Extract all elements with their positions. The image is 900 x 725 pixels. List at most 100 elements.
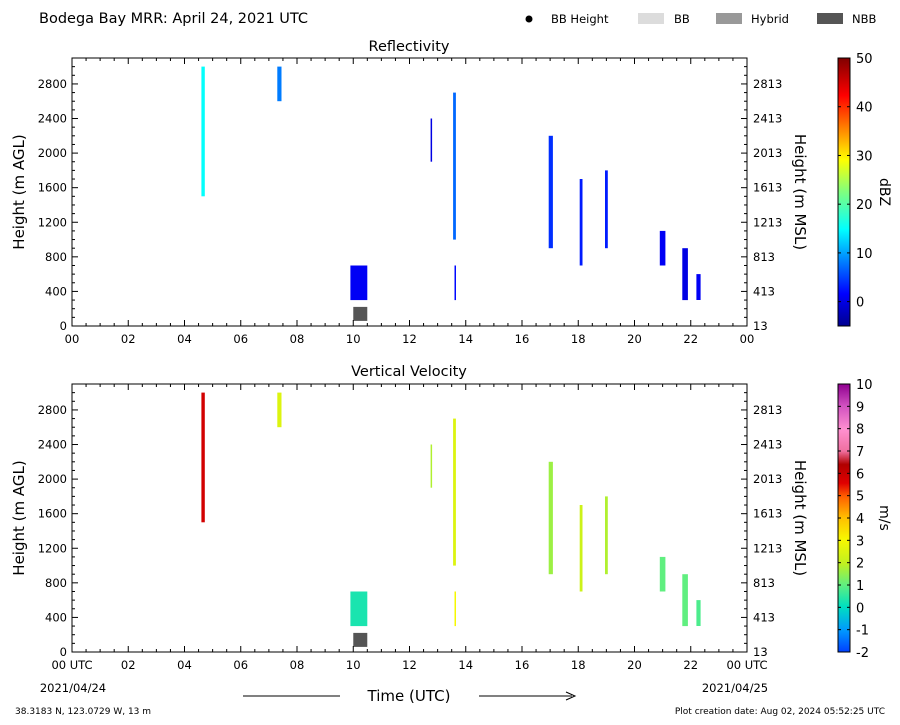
echo-cell [277,392,282,428]
x-tick-label: 10 [346,658,361,672]
y-tick-label: 2800 [38,77,67,91]
y-tick-label-right: 2413 [753,438,782,452]
y-tick-label: 2000 [38,472,67,486]
legend-bb-height: BB Height [551,12,609,26]
echo-cell [454,591,456,627]
x-tick-label: 00 UTC [726,658,767,672]
x-tick-label: 06 [233,658,248,672]
y-tick-label-right: 2413 [753,112,782,126]
y-tick-label: 1600 [38,507,67,521]
echo-cell [659,230,666,266]
x-tick-label: 08 [290,658,305,672]
y-tick-label: 800 [45,576,67,590]
y-tick-label: 1200 [38,215,67,229]
legend-hybrid: Hybrid [751,12,789,26]
y-tick-label-right: 813 [753,576,775,590]
y-tick-label: 2400 [38,112,67,126]
echo-cell [548,461,553,575]
x-axis-label: Time (UTC) [367,687,451,705]
echo-cell [430,118,433,162]
nbb-marker [353,306,368,321]
echo-cell [579,179,583,266]
y-tick-label-right: 813 [753,250,775,264]
legend-nbb: NBB [852,12,876,26]
x-tick-label: 00 [65,332,80,346]
colorbar-tick-label: -2 [856,646,869,661]
x-tick-label: 04 [177,332,192,346]
end-date-label: 2021/04/25 [702,681,768,695]
y-tick-label: 400 [45,284,67,298]
echo-cell [659,556,666,592]
colorbar-tick-label: 1 [856,579,864,594]
y-tick-label-right: 2013 [753,472,782,486]
nbb-marker [353,632,368,647]
y-tick-label-right: 1613 [753,507,782,521]
y-tick-label: 800 [45,250,67,264]
echo-cell [454,265,456,301]
legend-hybrid-swatch [716,13,742,24]
y-tick-label-right: 2813 [753,77,782,91]
echo-cell [277,66,282,102]
y-tick-label: 0 [60,645,67,659]
reflectivity-colorbar-gradient [837,57,851,327]
x-tick-label: 14 [458,332,473,346]
reflectivity-colorbar: 0 10 20 30 40 50 dBZ [837,52,892,327]
y-tick-label-right: 1613 [753,181,782,195]
colorbar-tick-label: 3 [856,534,864,549]
x-tick-label: 02 [121,658,136,672]
x-tick-label: 08 [290,332,305,346]
echo-cell [350,265,368,301]
echo-cell [430,444,433,488]
x-tick-label: 22 [683,332,698,346]
x-tick-label: 18 [571,658,586,672]
echo-cell [201,392,205,523]
x-tick-label: 12 [402,332,417,346]
x-tick-label: 16 [515,332,530,346]
echo-cell [605,496,608,575]
echo-cell [453,418,456,566]
y-tick-label: 2000 [38,146,67,160]
creation-footer: Plot creation date: Aug 02, 2024 05:52:2… [675,707,885,717]
colorbar-tick-label: -1 [856,624,869,639]
y-tick-label-right: 1213 [753,215,782,229]
x-tick-label: 18 [571,332,586,346]
x-tick-label: 02 [121,332,136,346]
y-tick-label-right: 13 [753,645,768,659]
echo-cell [548,135,553,249]
y-tick-label-right: 413 [753,610,775,624]
colorbar-tick-label: 10 [856,378,873,393]
echo-cell [696,274,701,300]
velocity-colorbar: -2 -1 0 1 2 3 4 5 6 7 8 9 10 m/s [837,378,892,661]
x-tick-label: 00 UTC [51,658,92,672]
reflectivity-bright-band [353,306,368,321]
colorbar-tick-label: 8 [856,423,864,438]
y-tick-label: 0 [60,319,67,333]
x-tick-label: 06 [233,332,248,346]
x-tick-label: 14 [458,658,473,672]
reflectivity-plot-frame [71,57,748,327]
velocity-ticks: 00 UTC 02 04 06 08 10 12 14 16 18 20 22 00 UTC040080… [38,383,782,672]
y-tick-label-right: 2813 [753,403,782,417]
echo-cell [579,505,583,592]
x-tick-label: 00 [740,332,755,346]
colorbar-tick-label: 20 [856,198,873,213]
colorbar-tick-label: 6 [856,467,864,482]
colorbar-tick-label: 7 [856,445,864,460]
bb-height-marker [525,15,533,23]
y-tick-label: 1600 [38,181,67,195]
legend-bb: BB [674,12,690,26]
x-tick-label: 20 [627,332,642,346]
panel-title-velocity: Vertical Velocity [351,364,467,380]
colorbar-tick-label: 0 [856,601,864,616]
y-tick-label: 400 [45,610,67,624]
x-tick-label: 12 [402,658,417,672]
y-tick-label-right: 413 [753,284,775,298]
colorbar-tick-label: 50 [856,52,873,67]
location-footer: 38.3183 N, 123.0729 W, 13 m [15,707,151,717]
reflectivity-ticks: 00 02 04 06 08 10 12 14 16 18 20 22 0004008001200160… [38,57,782,346]
colorbar-tick-label: 30 [856,149,873,164]
y-tick-label: 2400 [38,438,67,452]
figure-title: Bodega Bay MRR: April 24, 2021 UTC [39,11,308,27]
colorbar-tick-label: 9 [856,400,864,415]
